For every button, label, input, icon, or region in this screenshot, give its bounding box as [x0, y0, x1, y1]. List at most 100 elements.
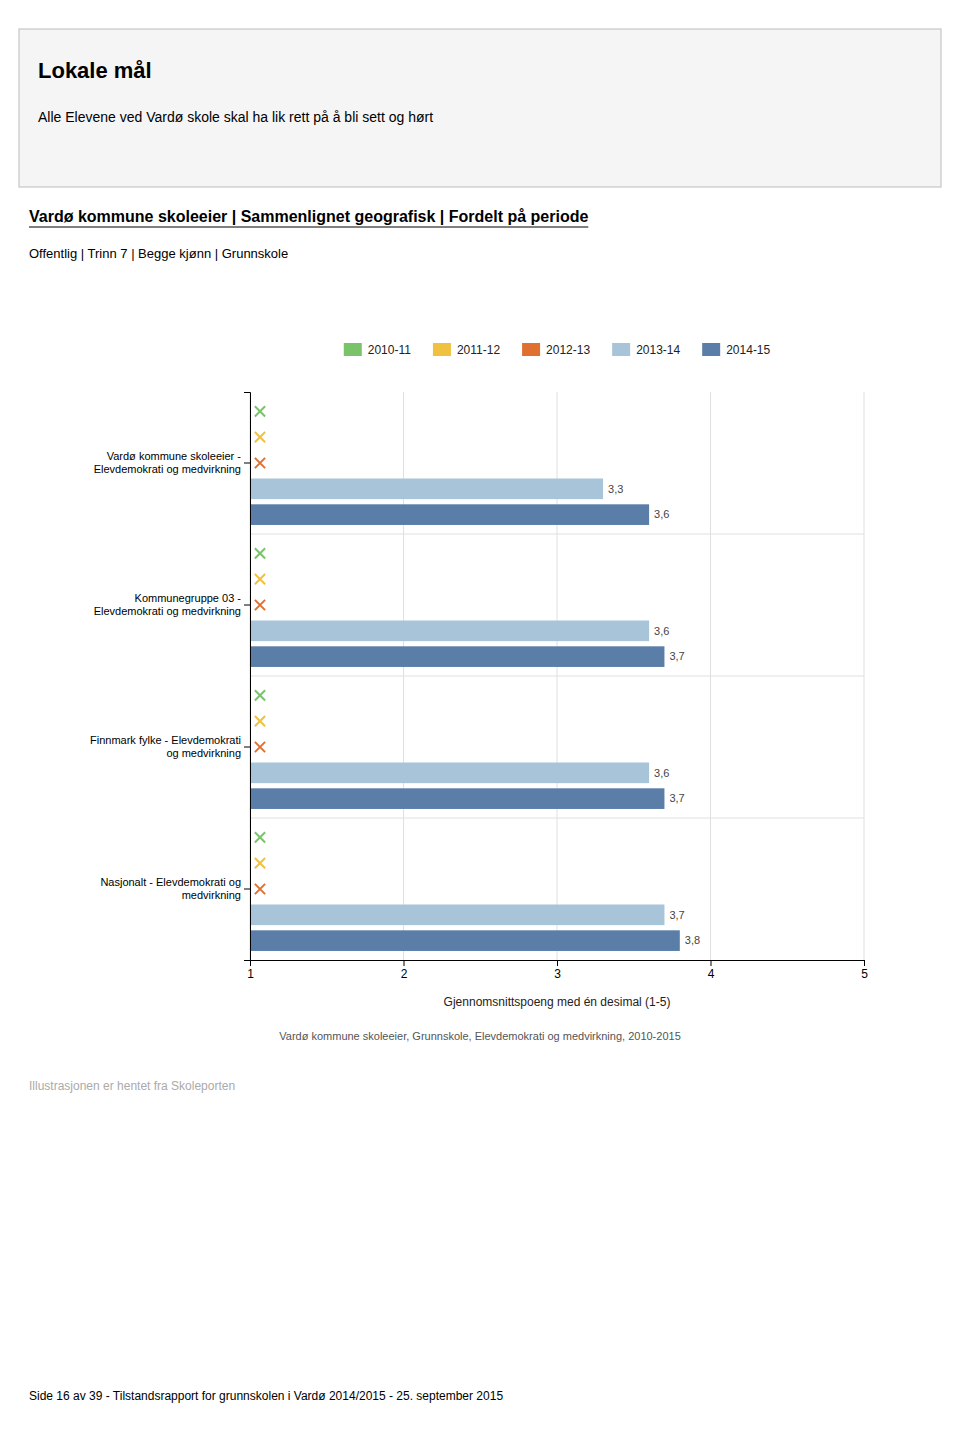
y-tick-mark [244, 463, 250, 464]
y-tick-label-line: Kommunegruppe 03 - [135, 592, 242, 604]
plot-marks [250, 406, 680, 951]
data-label: 3,6 [654, 767, 669, 779]
legend-swatch [433, 343, 451, 356]
x-axis: 1 2 3 4 5 [247, 960, 868, 981]
bar [250, 620, 649, 641]
data-labels: 3,33,63,63,73,63,73,73,8 [608, 483, 700, 947]
data-label: 3,7 [669, 909, 684, 921]
y-tick-label-line: og medvirkning [166, 747, 241, 759]
chart-title: Vardø kommune skoleeier | Sammenlignet g… [29, 208, 588, 225]
y-tick-label: Finnmark fylke - Elevdemokratiog medvirk… [90, 734, 241, 759]
chart-heading: Vardø kommune skoleeier | Sammenlignet g… [29, 208, 588, 261]
bar [250, 504, 649, 525]
chart-subtitle: Offentlig | Trinn 7 | Begge kjønn | Grun… [29, 246, 288, 261]
y-tick-mark [244, 889, 250, 890]
y-tick-mark [244, 605, 250, 606]
legend-swatch [702, 343, 720, 356]
missing-marker [255, 832, 265, 842]
y-tick-label: Nasjonalt - Elevdemokrati ogmedvirkning [100, 876, 241, 901]
legend-label: 2011-12 [457, 343, 500, 357]
legend-label: 2012-13 [546, 343, 590, 357]
y-tick: Vardø kommune skoleeier -Elevdemokrati o… [94, 450, 250, 475]
x-tick: 5 [861, 960, 868, 981]
y-tick-label-line: Elevdemokrati og medvirkning [94, 463, 241, 475]
missing-marker [255, 548, 265, 558]
source-note: Illustrasjonen er hentet fra Skoleporten [29, 1079, 235, 1093]
bar [250, 788, 664, 809]
x-tick: 2 [401, 960, 408, 981]
x-tick: 3 [554, 960, 561, 981]
x-tick-mark [864, 960, 865, 966]
y-tick-label-line: Vardø kommune skoleeier - [107, 450, 242, 462]
missing-marker [255, 574, 265, 584]
y-tick-mark [244, 747, 250, 748]
missing-marker [255, 432, 265, 442]
y-tick-label: Kommunegruppe 03 -Elevdemokrati og medvi… [94, 592, 242, 617]
missing-marker [255, 458, 265, 468]
x-axis-title: Gjennomsnittspoeng med én desimal (1-5) [444, 995, 671, 1009]
data-label: 3,6 [654, 508, 669, 520]
header-title: Lokale mål [38, 58, 152, 83]
missing-marker [255, 690, 265, 700]
x-tick-label: 5 [861, 967, 868, 981]
chart-title-underline [29, 227, 588, 228]
legend-label: 2014-15 [726, 343, 770, 357]
y-axis: Vardø kommune skoleeier -Elevdemokrati o… [90, 393, 251, 961]
series [250, 478, 664, 925]
page-footer: Side 16 av 39 - Tilstandsrapport for gru… [29, 1389, 503, 1403]
legend-label: 2013-14 [636, 343, 680, 357]
data-label: 3,6 [654, 625, 669, 637]
group-divider [250, 534, 864, 535]
data-label: 3,7 [669, 650, 684, 662]
legend-item: 2014-15 [702, 343, 770, 357]
page: Lokale mål Alle Elevene ved Vardø skole s… [0, 0, 960, 1436]
y-axis-line [244, 393, 251, 961]
x-tick: 1 [247, 960, 254, 981]
legend-item: 2013-14 [612, 343, 680, 357]
header: Lokale mål Alle Elevene ved Vardø skole s… [19, 29, 941, 187]
x-tick-mark [404, 960, 405, 966]
missing-marker [255, 600, 265, 610]
y-tick: Kommunegruppe 03 -Elevdemokrati og medvi… [94, 592, 250, 617]
data-label: 3,8 [685, 934, 700, 946]
bar [250, 646, 664, 667]
legend-swatch [612, 343, 630, 356]
legend-swatch [344, 343, 362, 356]
legend-label: 2010-11 [368, 343, 411, 357]
x-axis-line [251, 961, 865, 967]
legend-item: 2012-13 [522, 343, 590, 357]
group-divider [250, 818, 864, 819]
x-tick-mark [557, 960, 558, 966]
legend-item: 2010-11 [344, 343, 411, 357]
footer: Vardø kommune skoleeier, Grunnskole, Ele… [29, 1030, 681, 1403]
y-tick-label: Vardø kommune skoleeier -Elevdemokrati o… [94, 450, 242, 475]
header-box [19, 29, 941, 187]
x-tick-label: 1 [247, 967, 254, 981]
missing-marker [255, 406, 265, 416]
y-tick-label-line: Elevdemokrati og medvirkning [94, 605, 241, 617]
missing-marker [255, 742, 265, 752]
x-tick: 4 [708, 960, 715, 981]
x-tick-mark [711, 960, 712, 966]
x-tick-label: 2 [401, 967, 408, 981]
missing-marker [255, 884, 265, 894]
x-tick-label: 3 [554, 967, 561, 981]
legend: 2010-11 2011-12 2012-13 2013-14 2014-15 [344, 343, 771, 357]
missing-marker [255, 716, 265, 726]
legend-swatch [522, 343, 540, 356]
x-tick-label: 4 [708, 967, 715, 981]
bar [250, 930, 680, 951]
bar [250, 478, 603, 499]
y-tick-label-line: medvirkning [182, 889, 241, 901]
bar [250, 762, 649, 783]
y-tick: Nasjonalt - Elevdemokrati ogmedvirkning [100, 876, 250, 901]
legend-item: 2011-12 [433, 343, 500, 357]
header-subtitle: Alle Elevene ved Vardø skole skal ha lik… [38, 109, 433, 125]
missing-marker [255, 858, 265, 868]
bar [250, 904, 664, 925]
series [250, 504, 680, 951]
data-label: 3,7 [669, 792, 684, 804]
grid [250, 392, 864, 960]
group-divider [250, 676, 864, 677]
y-tick-label-line: Nasjonalt - Elevdemokrati og [100, 876, 241, 888]
